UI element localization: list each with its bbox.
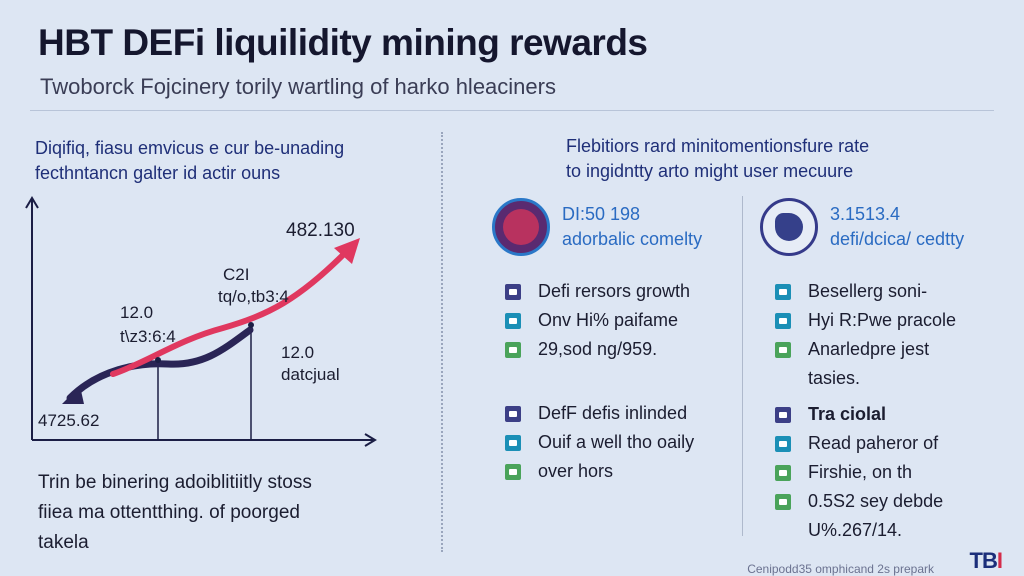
bullet-icon [505, 312, 521, 329]
growth-illustration: 482.130 C2I tq/o,tb3:4 12.0 t\z3:6:4 12.… [18, 190, 388, 460]
list-item-text: over hors [538, 461, 614, 481]
stat-2-label: defi/dcica/ cedtty [830, 229, 965, 249]
column-divider [441, 132, 443, 552]
feature-list-right-a: Besellerg soni- Hyi R:Pwe pracole Anarledp… [775, 277, 956, 393]
growth-illustration-svg [25, 196, 377, 447]
list-item: over hors [505, 457, 694, 486]
list-item-text: 29,sod ng/959. [538, 339, 658, 359]
list-item: Defi rersors growth [505, 277, 690, 306]
feature-list-right-b: Tra ciolal Read paheror of Firshie, on th 0… [775, 400, 943, 545]
bullet-icon [775, 341, 791, 358]
list-item-text: Anarledpre jest [808, 339, 930, 359]
bullet-icon [775, 493, 791, 510]
stat-block-2: 3.1513.4 defi/dcica/ cedtty [760, 198, 964, 256]
list-item-text: Hyi R:Pwe pracole [808, 310, 957, 330]
label-peak-value: 482.130 [286, 220, 355, 241]
wallet-icon [760, 198, 818, 256]
left-note-line-1: Trin be binering adoiblitiitly stoss [38, 472, 312, 493]
label-left-mid-a: 12.0 [120, 303, 154, 322]
left-heading: Diqifiq, fiasu emvicus e cur be-unading … [35, 136, 344, 186]
feature-list-left-a: Defi rersors growth Onv Hi% paifame 29,sod… [505, 277, 690, 364]
bullet-icon [505, 463, 521, 480]
bullet-icon [775, 406, 791, 423]
bullet-icon [775, 312, 791, 329]
left-note: Trin be binering adoiblitiitly stoss fii… [38, 468, 312, 558]
stat-1-value: DI:50 198 [562, 204, 641, 224]
list-item: U%.267/14. [775, 516, 943, 545]
bullet-icon [775, 464, 791, 481]
list-item: Read paheror of [775, 429, 943, 458]
logo-text: TB [969, 548, 998, 573]
list-item: Onv Hi% paifame [505, 306, 690, 335]
right-heading-line-2: to ingidntty arto might user mecuure [566, 161, 854, 181]
label-left-mid-b: t\z3:6:4 [120, 327, 176, 346]
stat-2-value: 3.1513.4 [830, 204, 901, 224]
label-bottom-left: 4725.62 [38, 411, 100, 430]
stat-block-1: DI:50 198 adorbalic comelty [492, 198, 702, 256]
bullet-icon [505, 405, 521, 422]
bullet-icon [775, 435, 791, 452]
list-item: Besellerg soni- [775, 277, 956, 306]
growth-curve-dark [66, 326, 254, 402]
footer-credit: Cenipodd35 omphicand 2s prepark [747, 562, 934, 576]
list-item-text: DefF defis inlinded [538, 403, 688, 423]
label-mid-top-b: tq/o,tb3:4 [218, 287, 289, 306]
right-heading: Flebitiors rard minitomentionsfure rate … [566, 134, 869, 184]
list-item-text: Onv Hi% paifame [538, 310, 679, 330]
bullet-icon [505, 283, 521, 300]
label-right-mid-a: 12.0 [281, 343, 315, 362]
left-note-line-2: fiiea ma ottentthing. of poorged [38, 502, 300, 523]
list-item: 29,sod ng/959. [505, 335, 690, 364]
list-item-text: 0.5S2 sey debde [808, 491, 944, 511]
point-left [155, 357, 161, 363]
y-axis-arrowhead [25, 196, 39, 209]
list-item: 0.5S2 sey debde [775, 487, 943, 516]
list-item-text: tasies. [808, 368, 861, 388]
x-axis-arrowhead [364, 433, 377, 447]
brand-logo: TBI [969, 548, 1003, 574]
list-item-text: Firshie, on th [808, 462, 913, 482]
list-item-text: Besellerg soni- [808, 281, 928, 301]
bullet-icon [775, 283, 791, 300]
page-subtitle: Twoborck Fojcinery torily wartling of ha… [40, 74, 556, 99]
left-heading-line-1: Diqifiq, fiasu emvicus e cur be-unading [35, 138, 345, 158]
logo-accent: I [996, 548, 1003, 573]
bullet-icon [775, 523, 791, 539]
list-item: tasies. [775, 364, 956, 393]
left-heading-line-2: fecthntancn galter id actir ouns [35, 163, 281, 183]
right-column-divider [742, 196, 743, 536]
bullet-icon [505, 434, 521, 451]
list-item: Tra ciolal [775, 400, 943, 429]
label-right-mid-b: datcjual [281, 365, 340, 384]
list-item: Anarledpre jest [775, 335, 956, 364]
right-heading-line-1: Flebitiors rard minitomentionsfure rate [566, 136, 870, 156]
stat-1-label: adorbalic comelty [562, 229, 703, 249]
list-item-text: U%.267/14. [808, 520, 903, 540]
point-right [248, 322, 254, 328]
growth-curve-arrowhead [334, 238, 360, 264]
feature-list-left-b: DefF defis inlinded Ouif a well tho oaily… [505, 399, 694, 486]
left-note-line-3: takela [38, 532, 89, 553]
list-item-text: Defi rersors growth [538, 281, 691, 301]
list-item: Ouif a well tho oaily [505, 428, 694, 457]
list-item-text: Ouif a well tho oaily [538, 432, 695, 452]
label-mid-top-a: C2I [223, 265, 250, 284]
bullet-icon [775, 371, 791, 387]
growth-curve-dark-arrowhead [62, 386, 84, 404]
list-item: DefF defis inlinded [505, 399, 694, 428]
list-item-text: Tra ciolal [808, 404, 887, 424]
coin-icon [492, 198, 550, 256]
page-title: HBT DEFi liquilidity mining rewards [38, 22, 648, 63]
bullet-icon [505, 341, 521, 358]
list-item: Firshie, on th [775, 458, 943, 487]
growth-curve-pink [110, 249, 349, 377]
list-item-text: Read paheror of [808, 433, 939, 453]
header-divider [30, 110, 994, 111]
list-item: Hyi R:Pwe pracole [775, 306, 956, 335]
